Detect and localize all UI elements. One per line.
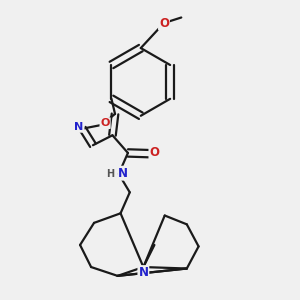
- Text: O: O: [100, 118, 110, 128]
- Text: N: N: [74, 122, 84, 132]
- Text: O: O: [149, 146, 159, 159]
- Text: H: H: [106, 169, 115, 179]
- Text: N: N: [118, 167, 128, 180]
- Text: O: O: [159, 16, 169, 29]
- Text: N: N: [138, 266, 148, 279]
